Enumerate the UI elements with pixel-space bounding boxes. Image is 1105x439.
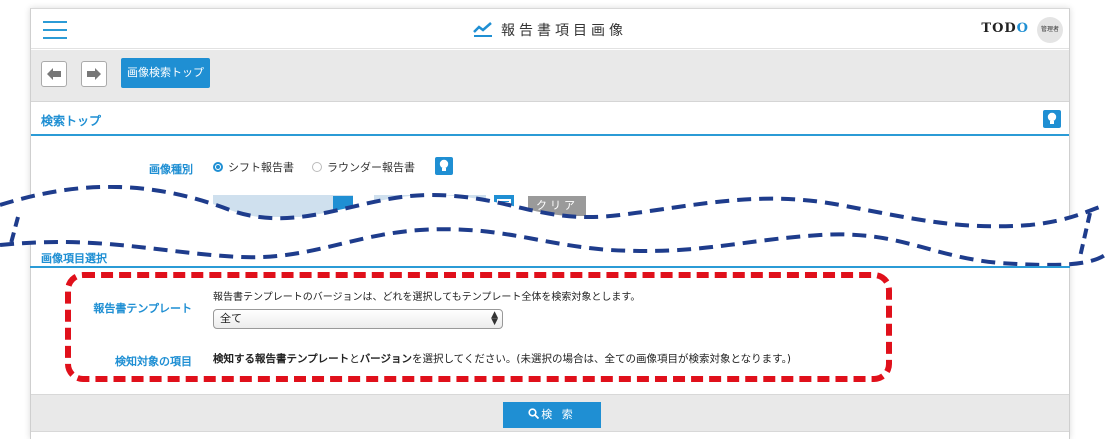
radio-shift-report[interactable]: シフト報告書 xyxy=(213,159,294,175)
radio-unchecked-icon xyxy=(312,162,322,172)
date-from-input[interactable] xyxy=(213,195,353,217)
toolbar: 画像検索トップ xyxy=(31,50,1069,102)
radio-checked-icon xyxy=(213,162,223,172)
image-item-select-title: 画像項目選択 xyxy=(41,252,107,265)
help-lightbulb-icon[interactable] xyxy=(1043,110,1061,128)
line-chart-icon xyxy=(473,21,493,41)
page-cut-wave-decoration xyxy=(0,185,1105,267)
forward-button[interactable] xyxy=(81,61,107,87)
app-title: 報告書項目画像 xyxy=(31,20,1069,41)
user-avatar[interactable]: 管理者 xyxy=(1037,17,1063,43)
image-type-help-icon[interactable] xyxy=(435,157,453,175)
template-select[interactable]: 全て ▲ ▼ xyxy=(213,309,503,329)
highlight-annotation-box xyxy=(65,272,892,382)
section-title: 検索トップ xyxy=(41,114,102,128)
back-button[interactable] xyxy=(41,61,67,87)
search-icon xyxy=(528,408,540,420)
section-divider xyxy=(30,266,1070,268)
hamburger-menu-icon[interactable] xyxy=(43,21,67,39)
template-note: 報告書テンプレートのバージョンは、どれを選択してもテンプレート全体を検索対象とし… xyxy=(213,292,641,303)
app-title-text: 報告書項目画像 xyxy=(501,23,627,39)
image-search-top-button[interactable]: 画像検索トップ xyxy=(121,58,210,88)
radio-rounder-report[interactable]: ラウンダー報告書 xyxy=(312,159,415,175)
clear-button[interactable]: クリア xyxy=(528,196,586,216)
forward-arrow-icon xyxy=(87,68,101,80)
search-button[interactable]: 検 索 xyxy=(503,402,601,428)
detect-target-label: 検知対象の項目 xyxy=(115,355,192,368)
back-arrow-icon xyxy=(47,68,61,80)
select-arrows-icon: ▲ ▼ xyxy=(491,310,498,327)
brand-logo: TODO xyxy=(981,21,1029,36)
image-type-label: 画像種別 xyxy=(149,163,193,176)
template-label: 報告書テンプレート xyxy=(93,302,192,315)
search-footer: 検 索 xyxy=(31,394,1069,432)
detect-target-description: 検知する報告書テンプレートとバージョンを選択してください。(未選択の場合は、全て… xyxy=(213,353,791,365)
app-header: 報告書項目画像 TODO 管理者 xyxy=(31,9,1069,49)
search-top-section-header: 検索トップ xyxy=(31,102,1069,136)
